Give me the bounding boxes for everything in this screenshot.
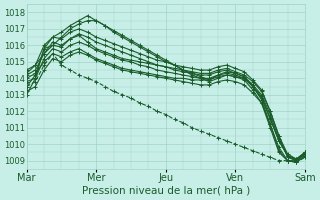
X-axis label: Pression niveau de la mer( hPa ): Pression niveau de la mer( hPa ) [82, 186, 250, 196]
